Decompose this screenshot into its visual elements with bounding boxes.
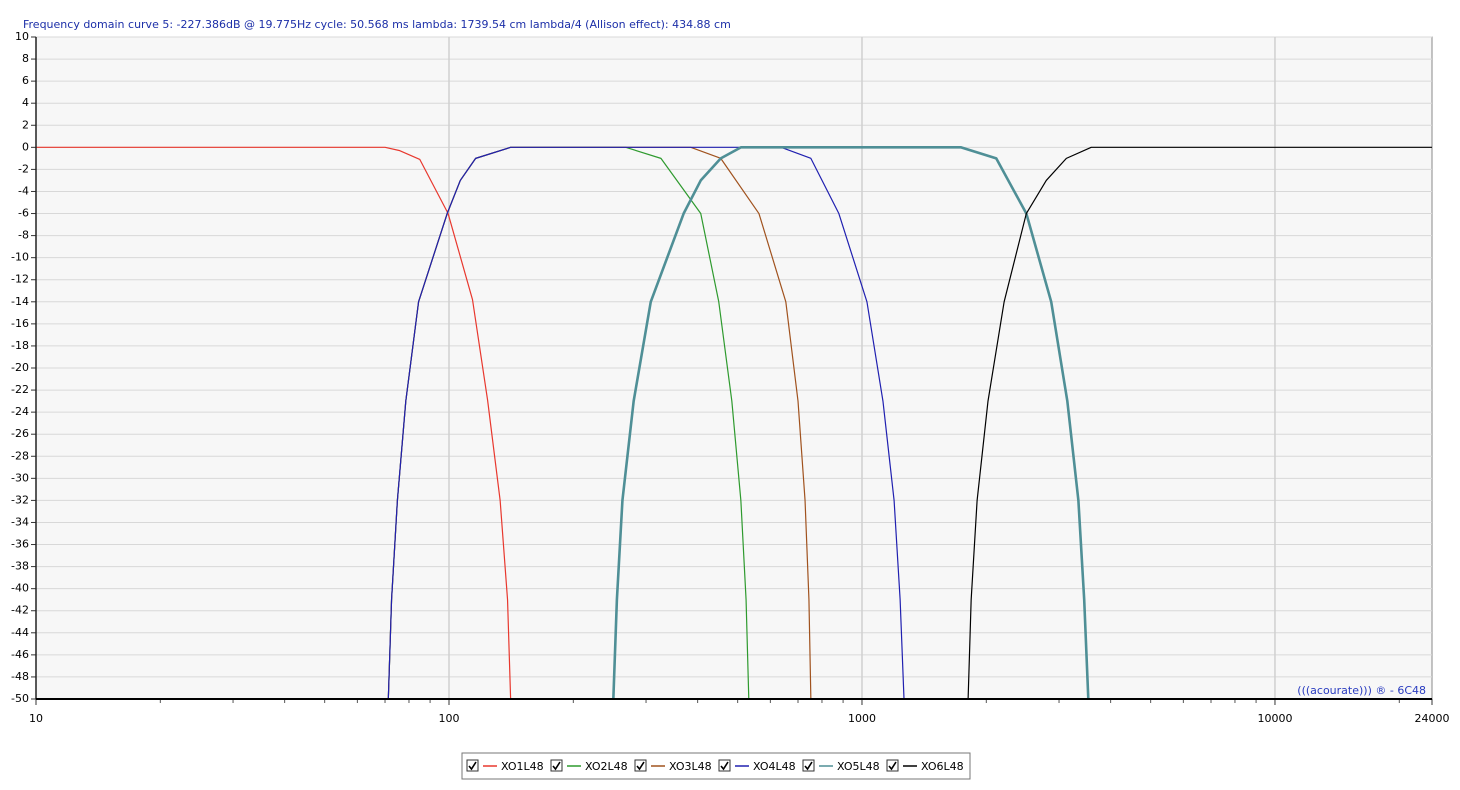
checkbox[interactable] xyxy=(802,759,815,772)
checkmark xyxy=(552,761,561,771)
y-tick-label: -14 xyxy=(11,295,29,308)
legend-label: XO2L48 xyxy=(585,760,628,773)
legend-label: XO5L48 xyxy=(837,760,880,773)
x-tick-label: 10000 xyxy=(1257,712,1292,725)
x-tick-label: 1000 xyxy=(848,712,876,725)
y-tick-label: -42 xyxy=(11,604,29,617)
y-tick-label: -38 xyxy=(11,560,29,573)
checkmark xyxy=(804,761,813,771)
checkbox[interactable] xyxy=(634,759,647,772)
legend: XO1L48 XO2L48 XO3L48 XO4L48 XO5L48 XO6L48 xyxy=(466,759,964,773)
y-tick-label: 8 xyxy=(22,52,29,65)
x-tick-label: 100 xyxy=(438,712,459,725)
curve xyxy=(612,146,1090,700)
checkmark xyxy=(888,761,897,771)
checkmark xyxy=(720,761,729,771)
legend-item[interactable]: XO2L48 xyxy=(550,759,628,773)
checkbox[interactable] xyxy=(886,759,899,772)
grid xyxy=(36,36,1432,700)
legend-item[interactable]: XO5L48 xyxy=(802,759,880,773)
y-tick-label: -6 xyxy=(18,207,29,220)
chart-title: Frequency domain curve 5: -227.386dB @ 1… xyxy=(23,18,731,31)
watermark: (((acourate))) ® - 6C48 xyxy=(1297,684,1426,697)
y-tick-label: -30 xyxy=(11,471,29,484)
y-tick-label: 0 xyxy=(22,140,29,153)
legend-item[interactable]: XO1L48 xyxy=(466,759,544,773)
y-tick-label: 6 xyxy=(22,74,29,87)
checkmark xyxy=(636,761,645,771)
checkbox[interactable] xyxy=(718,759,731,772)
legend-box xyxy=(461,752,971,780)
y-tick-label: -40 xyxy=(11,582,29,595)
legend-label: XO3L48 xyxy=(669,760,712,773)
axes: 10 8 6 4 2 0 -2 -4 -6 -8 -10 -12 -14 -16 -18 -20 -22 -24 -… xyxy=(11,30,1449,725)
y-tick-label: -18 xyxy=(11,339,29,352)
y-tick-label: -50 xyxy=(11,692,29,705)
y-tick-label: -28 xyxy=(11,449,29,462)
y-tick-label: -32 xyxy=(11,493,29,506)
curve xyxy=(967,146,1432,700)
checkbox[interactable] xyxy=(550,759,563,772)
y-tick-label: -24 xyxy=(11,405,29,418)
y-tick-label: -36 xyxy=(11,538,29,551)
y-tick-label: -10 xyxy=(11,251,29,264)
legend-label: XO4L48 xyxy=(753,760,796,773)
checkmark xyxy=(468,761,477,771)
legend-item[interactable]: XO6L48 xyxy=(886,759,964,773)
checkbox[interactable] xyxy=(466,759,479,772)
legend-item[interactable]: XO4L48 xyxy=(718,759,796,773)
y-tick-label: -44 xyxy=(11,626,29,639)
y-tick-label: 10 xyxy=(15,30,29,43)
x-tick-label: 10 xyxy=(29,712,43,725)
legend-label: XO1L48 xyxy=(501,760,544,773)
legend-label: XO6L48 xyxy=(921,760,964,773)
y-tick-label: -12 xyxy=(11,273,29,286)
y-tick-label: -34 xyxy=(11,515,29,528)
y-tick-label: -20 xyxy=(11,361,29,374)
curves xyxy=(36,146,1432,700)
y-tick-label: 2 xyxy=(22,118,29,131)
y-tick-label: -26 xyxy=(11,427,29,440)
legend-item[interactable]: XO3L48 xyxy=(634,759,712,773)
y-tick-label: -4 xyxy=(18,184,29,197)
y-tick-label: -8 xyxy=(18,229,29,242)
y-tick-label: -46 xyxy=(11,648,29,661)
y-tick-label: -48 xyxy=(11,670,29,683)
curve xyxy=(36,146,512,700)
y-tick-label: -22 xyxy=(11,383,29,396)
y-tick-label: -16 xyxy=(11,317,29,330)
y-tick-label: -2 xyxy=(18,162,29,175)
y-tick-label: 4 xyxy=(22,96,29,109)
curve xyxy=(387,146,905,700)
x-tick-label: 24000 xyxy=(1415,712,1450,725)
